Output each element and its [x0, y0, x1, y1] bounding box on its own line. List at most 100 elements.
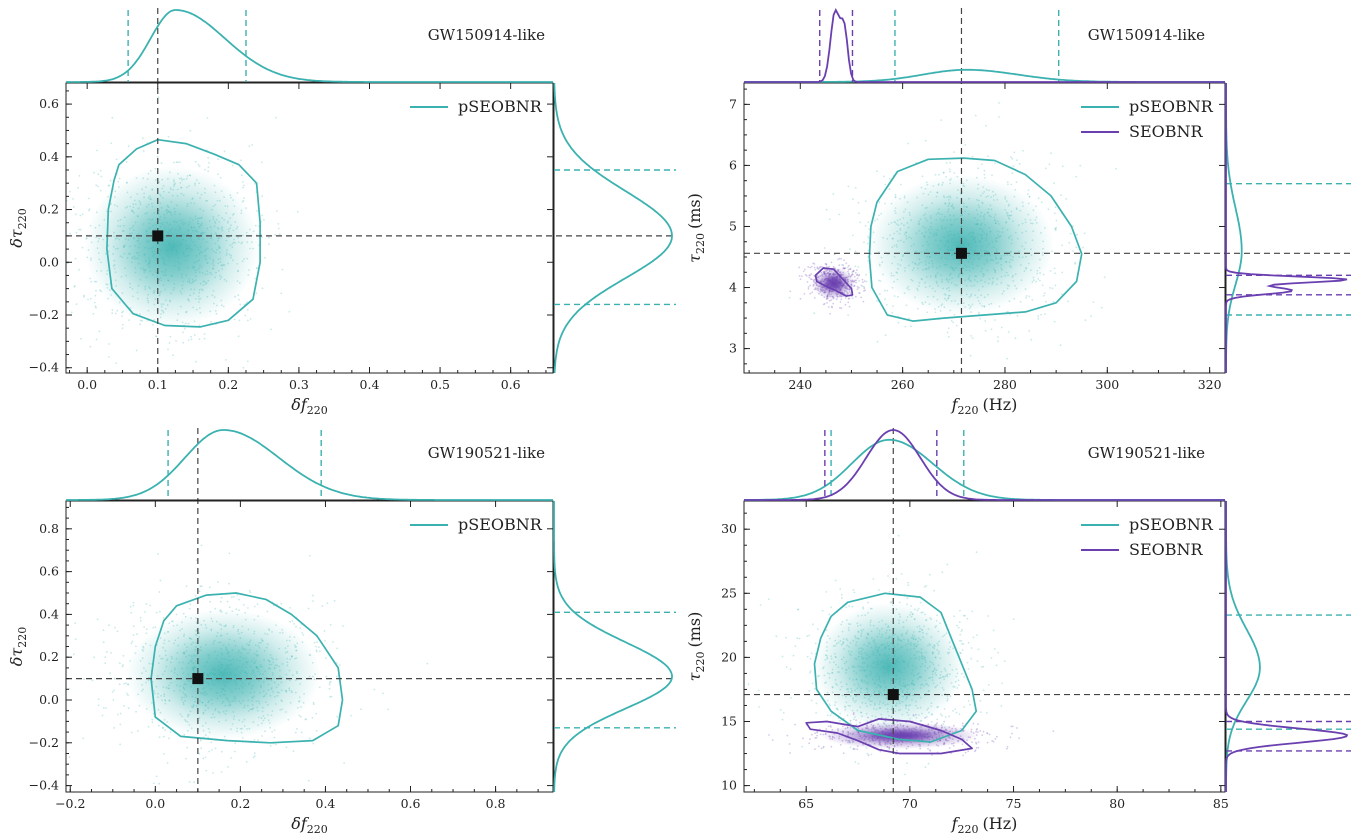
- sample-point: [193, 334, 196, 336]
- sample-point: [838, 257, 841, 260]
- sample-point: [938, 173, 940, 176]
- sample-point: [122, 323, 124, 326]
- sample-point: [809, 670, 812, 672]
- sample-point: [261, 735, 264, 737]
- sample-point: [814, 748, 816, 750]
- sample-point: [759, 604, 762, 606]
- sample-point: [833, 253, 836, 256]
- sample-point: [311, 716, 314, 719]
- sample-point: [962, 724, 964, 727]
- sample-point: [1026, 193, 1029, 196]
- sample-point: [957, 626, 960, 629]
- sample-point: [82, 737, 85, 740]
- sample-point: [801, 275, 803, 278]
- sample-point: [929, 573, 931, 576]
- sample-point: [839, 719, 841, 722]
- sample-point: [199, 585, 202, 588]
- sample-point: [97, 185, 99, 188]
- sample-point: [809, 738, 811, 741]
- sample-point: [167, 348, 169, 351]
- sample-point: [323, 630, 326, 632]
- sample-point: [292, 750, 295, 753]
- sample-point: [105, 707, 107, 709]
- sample-point: [789, 752, 791, 754]
- sample-point: [1012, 165, 1015, 168]
- sample-point: [244, 314, 247, 317]
- y-tick-label: −0.4: [29, 360, 59, 375]
- sample-point: [111, 309, 114, 311]
- sample-point: [789, 668, 792, 671]
- sample-point: [867, 754, 870, 757]
- sample-point: [906, 603, 908, 606]
- sample-point: [906, 762, 908, 764]
- sample-point: [832, 302, 835, 305]
- sample-point: [187, 339, 190, 341]
- sample-point: [830, 261, 833, 264]
- sample-point: [57, 218, 59, 220]
- sample-point: [294, 731, 297, 734]
- sample-point: [972, 636, 975, 639]
- sample-point: [324, 639, 326, 642]
- sample-point: [884, 183, 887, 186]
- sample-point: [814, 642, 817, 645]
- density-pSEOBNR: [869, 175, 1054, 315]
- sample-point: [210, 320, 213, 323]
- x-tick-label: 0.1: [148, 377, 168, 392]
- sample-point: [811, 291, 814, 294]
- sample-point: [848, 297, 851, 300]
- sample-point: [967, 750, 970, 752]
- sample-point: [823, 247, 826, 249]
- sample-point: [1054, 284, 1057, 287]
- sample-point: [843, 267, 846, 270]
- sample-point: [209, 600, 211, 603]
- sample-point: [195, 360, 197, 363]
- y-axis-symbol: δτ: [7, 228, 26, 248]
- sample-point: [1103, 276, 1106, 279]
- sample-point: [984, 320, 987, 322]
- sample-point: [946, 331, 949, 334]
- sample-point: [315, 645, 317, 648]
- sample-point: [88, 208, 91, 211]
- sample-point: [74, 638, 77, 641]
- sample-point: [1011, 157, 1014, 160]
- sample-point: [123, 705, 125, 707]
- sample-point: [790, 696, 792, 699]
- sample-point: [1006, 357, 1008, 360]
- sample-point: [205, 769, 208, 772]
- sample-point: [947, 327, 950, 330]
- sample-point: [955, 324, 958, 327]
- sample-point: [68, 756, 71, 758]
- sample-point: [1115, 167, 1117, 170]
- sample-point: [1082, 246, 1084, 249]
- sample-point: [1068, 241, 1071, 244]
- sample-point: [849, 267, 852, 270]
- truth-marker: [955, 247, 967, 259]
- sample-point: [767, 598, 770, 601]
- sample-point: [964, 614, 966, 617]
- panel-tl: 0.0 0.1 0.2 0.3 0.4 0.5 0.6−0.4−0.20.00.20.40.…: [7, 8, 676, 417]
- sample-point: [816, 730, 819, 733]
- sample-point: [109, 672, 112, 674]
- sample-point: [190, 338, 193, 341]
- sample-point: [899, 183, 902, 186]
- sample-point: [904, 773, 906, 776]
- sample-point: [975, 551, 978, 554]
- sample-point: [893, 295, 896, 297]
- sample-point: [1053, 320, 1056, 323]
- sample-point: [212, 772, 215, 774]
- sample-point: [983, 173, 986, 176]
- sample-point: [797, 608, 799, 611]
- sample-point: [335, 675, 338, 678]
- sample-point: [826, 302, 828, 304]
- event-label: GW150914-like: [428, 26, 545, 44]
- sample-point: [1053, 212, 1056, 215]
- sample-point: [142, 150, 145, 152]
- sample-point: [825, 263, 828, 266]
- sample-point: [1075, 175, 1078, 178]
- sample-point: [862, 300, 865, 303]
- sample-point: [1075, 246, 1078, 249]
- sample-point: [200, 747, 203, 750]
- sample-point: [77, 186, 79, 189]
- sample-point: [879, 280, 882, 282]
